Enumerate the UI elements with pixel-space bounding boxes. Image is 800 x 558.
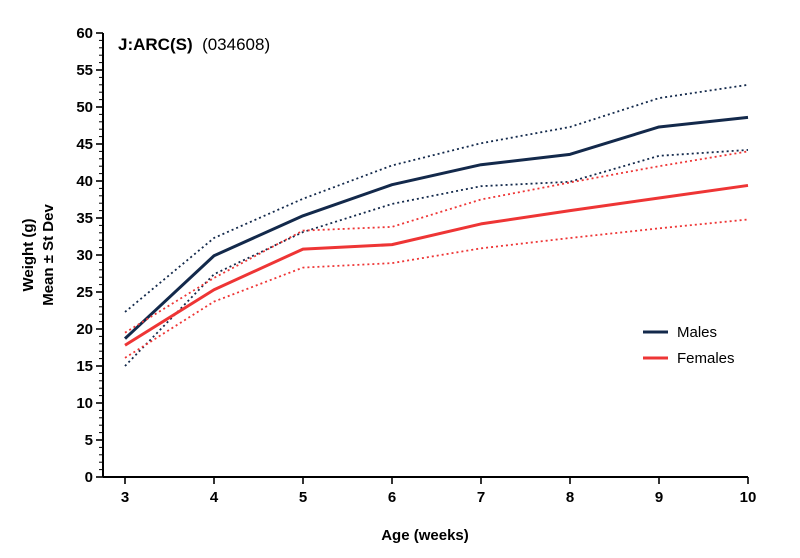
males-upper-sd-line (124, 83, 749, 313)
males-mean-line (123, 115, 749, 340)
males-lower-sd-line (124, 149, 749, 367)
y-tick-label: 40 (76, 173, 93, 190)
legend-label-males: Males (677, 324, 717, 341)
y-tick-label: 35 (76, 210, 93, 227)
x-tick-label: 10 (740, 489, 757, 506)
chart-title: J:ARC(S) (034608) (118, 35, 270, 54)
y-tick-label: 20 (76, 321, 93, 338)
x-tick-label: 5 (299, 489, 307, 506)
legend: Males Females (643, 324, 735, 367)
x-tick-label: 4 (210, 489, 219, 506)
x-axis: 3 4 5 6 7 8 9 10 (103, 476, 757, 506)
y-tick-label: 25 (76, 284, 93, 301)
series-layer (123, 83, 749, 367)
y-tick-label: 10 (76, 395, 93, 412)
x-tick-label: 6 (388, 489, 396, 506)
chart-title-subtitle: (034608) (202, 35, 270, 54)
y-tick-label: 30 (76, 247, 93, 264)
y-tick-label: 0 (85, 469, 93, 486)
y-axis: 0 5 10 15 20 25 30 35 40 45 50 55 60 (76, 25, 104, 486)
x-tick-label: 9 (655, 489, 663, 506)
x-tick-label: 7 (477, 489, 485, 506)
y-tick-label: 15 (76, 358, 93, 375)
y-tick-label: 60 (76, 25, 93, 42)
females-lower-sd-line (124, 218, 749, 359)
y-tick-label: 55 (76, 62, 93, 79)
females-upper-sd-line (124, 150, 749, 334)
legend-label-females: Females (677, 350, 735, 367)
x-tick-label: 8 (566, 489, 574, 506)
y-tick-label: 5 (85, 432, 93, 449)
y-tick-label: 45 (76, 136, 93, 153)
females-mean-line (124, 183, 749, 347)
y-axis-title: Weight (g) (20, 218, 37, 291)
y-tick-label: 50 (76, 99, 93, 116)
chart-title-main: J:ARC(S) (118, 35, 193, 54)
x-axis-title: Age (weeks) (381, 527, 469, 544)
x-tick-label: 3 (121, 489, 129, 506)
y-axis-subtitle: Mean ± St Dev (40, 204, 57, 306)
svg-text:J:ARC(S) (034608): J:ARC(S) (034608) (118, 35, 270, 54)
